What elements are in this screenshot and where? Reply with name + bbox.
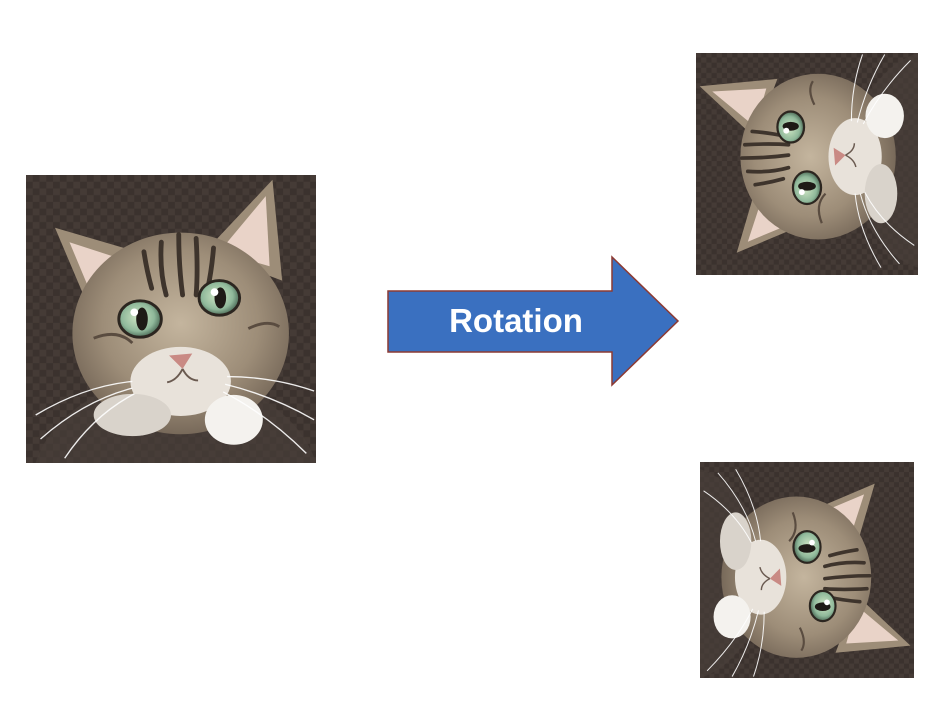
rotation-arrow-shape (388, 257, 678, 385)
rotated-cat-image-2 (700, 462, 914, 678)
original-cat-image (26, 175, 316, 463)
rotation-arrow (387, 255, 680, 387)
rotated-cat-image-1 (696, 53, 918, 275)
rotation-label: Rotation (449, 302, 583, 339)
